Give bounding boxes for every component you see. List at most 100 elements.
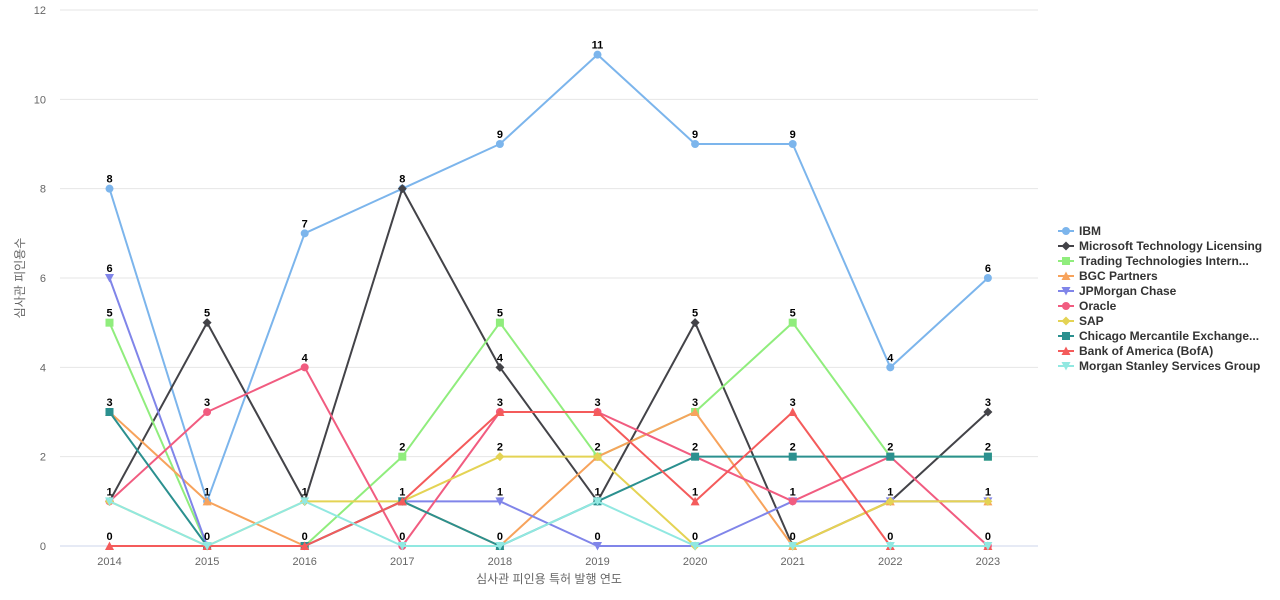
legend-marker[interactable] bbox=[1062, 302, 1070, 310]
data-point[interactable] bbox=[788, 542, 798, 551]
data-point[interactable] bbox=[300, 363, 309, 372]
series-chicago-mercantile-exchange-[interactable] bbox=[105, 408, 992, 550]
data-point[interactable] bbox=[300, 229, 309, 238]
data-point[interactable] bbox=[495, 362, 505, 372]
data-point[interactable] bbox=[983, 274, 992, 282]
legend-marker[interactable] bbox=[1062, 257, 1070, 265]
data-point[interactable] bbox=[495, 318, 504, 327]
data-point[interactable] bbox=[105, 541, 114, 551]
data-point[interactable] bbox=[885, 542, 895, 551]
series-line bbox=[109, 500, 988, 547]
data-label: 0 bbox=[399, 531, 405, 543]
data-label: 1 bbox=[204, 486, 210, 498]
legend-item[interactable]: JPMorgan Chase bbox=[1058, 284, 1177, 298]
data-point[interactable] bbox=[105, 408, 114, 416]
data-point[interactable] bbox=[105, 274, 114, 283]
legend-item[interactable]: Morgan Stanley Services Group bbox=[1058, 359, 1260, 373]
data-point[interactable] bbox=[593, 407, 602, 417]
data-point[interactable] bbox=[105, 497, 114, 506]
data-point[interactable] bbox=[788, 407, 798, 417]
legend-item[interactable]: Chicago Mercantile Exchange... bbox=[1058, 329, 1259, 343]
data-point[interactable] bbox=[885, 496, 895, 506]
legend-item[interactable]: Bank of America (BofA) bbox=[1058, 344, 1213, 358]
data-point[interactable] bbox=[788, 318, 797, 327]
data-point[interactable] bbox=[202, 318, 212, 328]
data-point[interactable] bbox=[983, 496, 993, 506]
data-point[interactable] bbox=[983, 542, 993, 551]
series-line bbox=[109, 411, 988, 547]
x-tick-label: 2019 bbox=[585, 556, 609, 568]
data-point[interactable] bbox=[593, 452, 602, 462]
data-point[interactable] bbox=[691, 140, 700, 148]
y-tick-label: 6 bbox=[40, 273, 46, 285]
data-point[interactable] bbox=[495, 407, 505, 417]
legend-item[interactable]: BGC Partners bbox=[1058, 269, 1158, 283]
data-point[interactable] bbox=[300, 541, 310, 551]
data-point[interactable] bbox=[105, 184, 114, 193]
series-bank-of-america-bofa-[interactable] bbox=[105, 407, 993, 551]
data-point[interactable] bbox=[398, 452, 407, 461]
data-point[interactable] bbox=[495, 497, 505, 506]
data-point[interactable] bbox=[593, 50, 602, 59]
legend-item[interactable]: Trading Technologies Intern... bbox=[1058, 254, 1249, 268]
data-point[interactable] bbox=[788, 452, 797, 461]
data-point[interactable] bbox=[105, 318, 114, 327]
data-point[interactable] bbox=[788, 497, 797, 506]
data-point[interactable] bbox=[202, 496, 212, 506]
legend-label: IBM bbox=[1079, 224, 1101, 238]
data-point[interactable] bbox=[202, 542, 212, 551]
data-point[interactable] bbox=[886, 363, 895, 372]
data-point[interactable] bbox=[397, 542, 407, 551]
data-point[interactable] bbox=[983, 407, 993, 417]
data-label: 6 bbox=[985, 263, 991, 275]
data-label: 1 bbox=[594, 486, 600, 498]
data-point[interactable] bbox=[886, 452, 895, 461]
data-point[interactable] bbox=[495, 140, 504, 148]
data-label: 4 bbox=[497, 352, 504, 364]
legend-marker[interactable] bbox=[1061, 362, 1071, 371]
data-point[interactable] bbox=[397, 184, 407, 194]
legend-marker[interactable] bbox=[1061, 316, 1071, 326]
series-morgan-stanley-services-group[interactable] bbox=[105, 497, 993, 551]
legend-item[interactable]: IBM bbox=[1058, 224, 1101, 238]
legend-marker[interactable] bbox=[1061, 271, 1071, 281]
legend-marker[interactable] bbox=[1062, 227, 1070, 235]
data-point[interactable] bbox=[495, 452, 505, 462]
data-point[interactable] bbox=[690, 407, 700, 417]
data-label: 1 bbox=[692, 486, 698, 498]
legend-marker[interactable] bbox=[1061, 346, 1071, 356]
data-point[interactable] bbox=[300, 497, 310, 506]
legend-item[interactable]: SAP bbox=[1058, 314, 1104, 328]
legend-label: Morgan Stanley Services Group bbox=[1079, 359, 1260, 373]
data-point[interactable] bbox=[397, 496, 407, 506]
data-label: 2 bbox=[497, 442, 503, 454]
legend-marker[interactable] bbox=[1061, 287, 1071, 296]
y-tick-label: 2 bbox=[40, 452, 46, 464]
data-point[interactable] bbox=[495, 542, 505, 551]
data-point[interactable] bbox=[690, 496, 700, 506]
legend-marker[interactable] bbox=[1062, 332, 1070, 340]
legend-label: Trading Technologies Intern... bbox=[1079, 254, 1249, 268]
data-point[interactable] bbox=[983, 452, 992, 461]
data-label: 2 bbox=[887, 442, 893, 454]
data-point[interactable] bbox=[203, 408, 212, 416]
data-label: 2 bbox=[594, 442, 600, 454]
data-point[interactable] bbox=[691, 452, 700, 461]
data-label: 4 bbox=[302, 352, 309, 364]
legend-marker[interactable] bbox=[1061, 241, 1071, 251]
data-point[interactable] bbox=[788, 140, 797, 148]
data-label: 1 bbox=[106, 486, 112, 498]
data-point[interactable] bbox=[690, 318, 700, 328]
data-label: 4 bbox=[887, 352, 894, 364]
data-point[interactable] bbox=[593, 542, 602, 551]
data-label: 1 bbox=[497, 486, 503, 498]
legend-item[interactable]: Microsoft Technology Licensing bbox=[1058, 239, 1262, 253]
x-axis-title: 심사관 피인용 특허 발행 연도 bbox=[476, 571, 622, 586]
data-label: 2 bbox=[692, 442, 698, 454]
data-label: 2 bbox=[985, 442, 991, 454]
series-bgc-partners[interactable] bbox=[105, 407, 993, 551]
legend-item[interactable]: Oracle bbox=[1058, 299, 1117, 313]
data-point[interactable] bbox=[593, 497, 602, 506]
data-point[interactable] bbox=[690, 542, 700, 551]
